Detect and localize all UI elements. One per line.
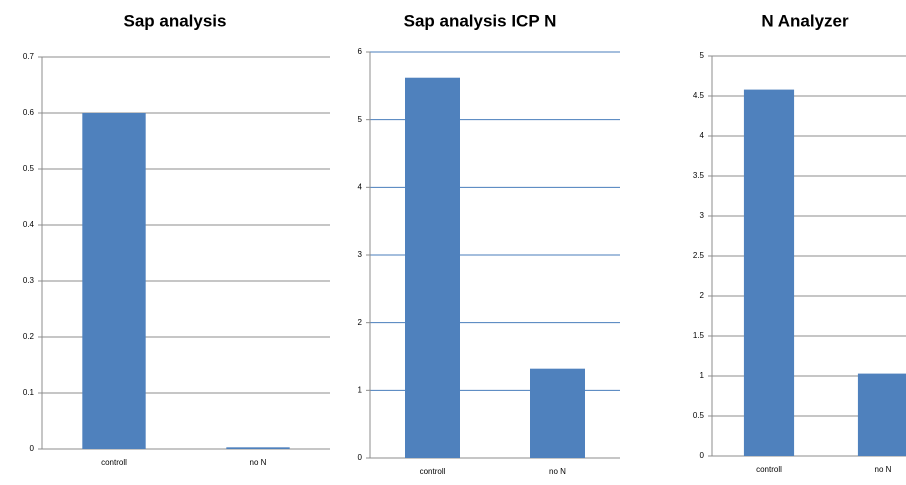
y-tick-label: 0.1	[23, 388, 35, 397]
y-tick-label: 0.5	[23, 164, 35, 173]
y-tick-label: 3.5	[693, 171, 705, 180]
y-tick-label: 6	[358, 47, 363, 56]
bar	[857, 373, 906, 456]
y-tick-label: 5	[358, 115, 363, 124]
y-tick-label: 0.6	[23, 108, 35, 117]
x-tick-label: no N	[549, 467, 566, 476]
y-tick-label: 1.5	[693, 331, 705, 340]
y-tick-label: 1	[700, 371, 705, 380]
x-tick-label: controll	[101, 458, 127, 467]
bar	[743, 89, 795, 456]
x-tick-label: controll	[420, 467, 446, 476]
y-tick-label: 0.4	[23, 220, 35, 229]
y-tick-label: 4	[358, 182, 363, 191]
x-tick-label: no N	[875, 465, 892, 474]
chart-title: Sap analysis ICP N	[404, 11, 557, 30]
bar	[82, 113, 146, 449]
chart-title: Sap analysis	[123, 11, 226, 30]
y-tick-label: 0.3	[23, 276, 35, 285]
bar	[405, 77, 460, 459]
y-tick-label: 1	[358, 385, 363, 394]
y-tick-label: 2	[358, 318, 363, 327]
y-tick-label: 4	[700, 131, 705, 140]
x-tick-label: controll	[756, 465, 782, 474]
y-tick-label: 2	[700, 291, 705, 300]
y-tick-label: 0.2	[23, 332, 35, 341]
y-tick-label: 3	[700, 211, 705, 220]
bar	[226, 447, 290, 449]
y-tick-label: 0	[358, 453, 363, 462]
y-tick-label: 0	[30, 444, 35, 453]
y-tick-label: 0	[700, 451, 705, 460]
y-tick-label: 3	[358, 250, 363, 259]
y-tick-label: 4.5	[693, 91, 705, 100]
y-tick-label: 2.5	[693, 251, 705, 260]
x-tick-label: no N	[250, 458, 267, 467]
y-tick-label: 5	[700, 51, 705, 60]
bar	[530, 368, 585, 458]
chart-title: N Analyzer	[761, 11, 849, 30]
y-tick-label: 0.7	[23, 52, 35, 61]
y-tick-label: 0.5	[693, 411, 705, 420]
